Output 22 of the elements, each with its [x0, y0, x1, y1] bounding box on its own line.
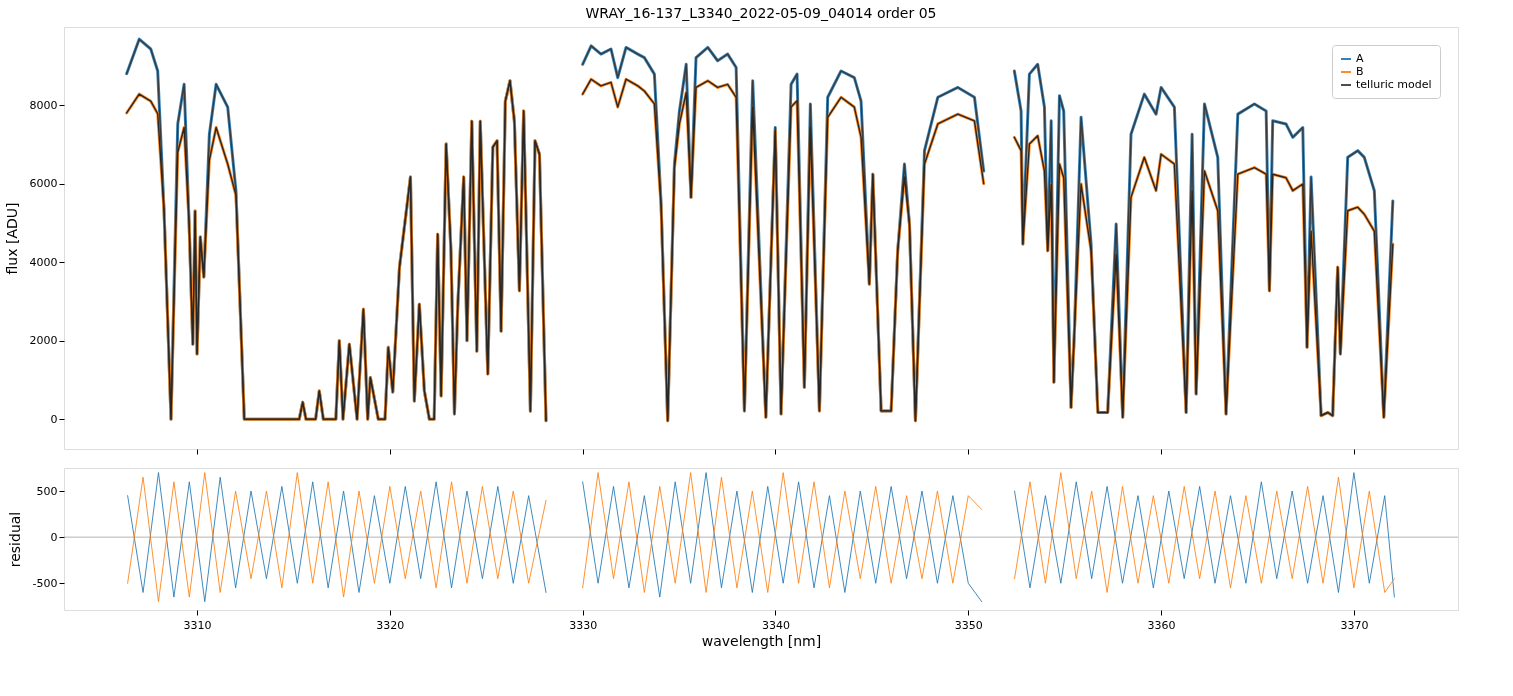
- chart-title: WRAY_16-137_L3340_2022-05-09_04014 order 05: [585, 5, 937, 21]
- x-tick-label: 3340: [761, 618, 790, 632]
- y-tick-label: 0: [50, 530, 58, 544]
- x-tick-label: 3370: [1340, 618, 1369, 632]
- legend-label: B: [1356, 65, 1364, 78]
- x-tick-label: 3360: [1147, 618, 1176, 632]
- y-tick-label: 4000: [29, 255, 58, 269]
- y-tick-label: -500: [32, 576, 58, 590]
- x-tick-label: 3320: [376, 618, 405, 632]
- y-tick-label: 0: [50, 412, 58, 426]
- y-tick-label: 500: [36, 484, 58, 498]
- legend-label: telluric model: [1356, 78, 1432, 91]
- x-tick-label: 3330: [569, 618, 598, 632]
- x-tick-label: 3310: [183, 618, 212, 632]
- y-tick-label: 6000: [29, 177, 58, 191]
- x-axis-title: wavelength [nm]: [701, 632, 822, 649]
- legend-label: A: [1356, 52, 1364, 65]
- y-axis-title: residual: [6, 511, 23, 568]
- y-axis-title: flux [ADU]: [3, 202, 20, 275]
- y-tick-label: 2000: [29, 334, 58, 348]
- x-tick-label: 3350: [954, 618, 983, 632]
- y-tick-label: 8000: [29, 98, 58, 112]
